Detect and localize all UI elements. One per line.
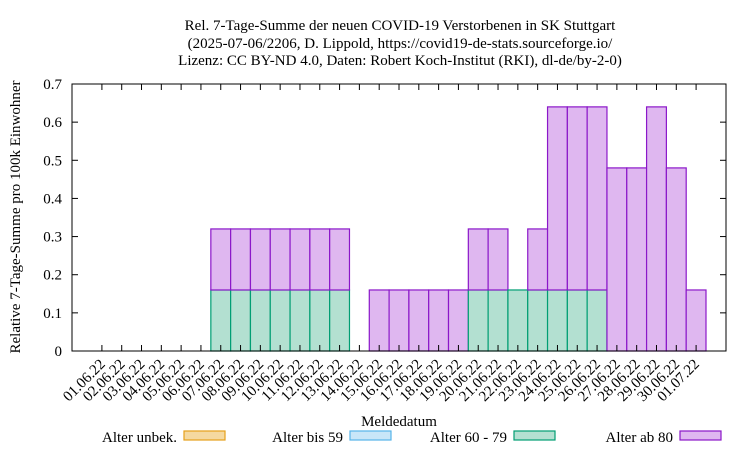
- bar-25.06.22-series-3: [566, 106, 588, 291]
- bar-11.06.22-series-3: [289, 228, 311, 291]
- y-tick-label: 0.6: [43, 115, 62, 131]
- bar-20.06.22-series-3: [467, 228, 489, 291]
- bar-21.06.22-series-2: [487, 289, 509, 352]
- legend-swatch: [349, 430, 392, 441]
- y-tick-label: 0.4: [43, 191, 62, 207]
- bar-26.06.22-series-3: [586, 106, 608, 291]
- bar-27.06.22-series-3: [606, 167, 628, 352]
- bar-07.06.22-series-3: [210, 228, 232, 291]
- bar-23.06.22-series-3: [527, 228, 549, 291]
- y-tick-label: 0.5: [43, 153, 62, 169]
- y-tick-label: 0.2: [43, 268, 62, 284]
- bar-10.06.22-series-3: [269, 228, 291, 291]
- title-line-2: (2025-07-06/2206, D. Lippold, https://co…: [188, 36, 613, 52]
- chart-title: Rel. 7-Tage-Summe der neuen COVID-19 Ver…: [178, 18, 622, 69]
- bar-08.06.22-series-2: [230, 289, 252, 352]
- legend-label: Alter 60 - 79: [430, 430, 507, 446]
- legend-swatch: [183, 430, 226, 441]
- title-line-1: Rel. 7-Tage-Summe der neuen COVID-19 Ver…: [185, 18, 617, 34]
- bar-20.06.22-series-2: [467, 289, 489, 352]
- legend-label: Alter unbek.: [102, 430, 177, 446]
- bar-13.06.22-series-2: [329, 289, 351, 352]
- bar-26.06.22-series-2: [586, 289, 608, 352]
- y-axis-label: Relative 7-Tage-Summe pro 100k Einwohner: [8, 80, 24, 353]
- bar-13.06.22-series-3: [329, 228, 351, 291]
- title-line-3: Lizenz: CC BY-ND 4.0, Daten: Robert Koch…: [178, 53, 622, 69]
- bar-23.06.22-series-2: [527, 289, 549, 352]
- bar-30.06.22-series-3: [665, 167, 687, 352]
- legend-swatch: [513, 430, 556, 441]
- bar-19.06.22-series-3: [447, 289, 469, 352]
- y-tick-label: 0: [55, 344, 63, 360]
- bar-12.06.22-series-3: [309, 228, 331, 291]
- bar-22.06.22-series-2: [507, 289, 529, 352]
- y-tick-label: 0.1: [43, 306, 62, 322]
- bar-16.06.22-series-3: [388, 289, 410, 352]
- plot-frame: [71, 83, 727, 352]
- x-axis-label: Meldedatum: [361, 414, 437, 430]
- bar-21.06.22-series-3: [487, 228, 509, 291]
- bar-18.06.22-series-3: [428, 289, 450, 352]
- bar-15.06.22-series-3: [368, 289, 390, 352]
- bar-08.06.22-series-3: [230, 228, 252, 291]
- y-tick-label: 0.7: [43, 77, 62, 93]
- y-tick-label: 0.3: [43, 230, 62, 246]
- bar-17.06.22-series-3: [408, 289, 430, 352]
- y-axis-ticks: 0 0.1 0.2 0.3 0.4 0.5 0.6 0.7: [43, 77, 726, 360]
- bar-24.06.22-series-3: [546, 106, 568, 291]
- bar-09.06.22-series-3: [249, 228, 271, 291]
- legend-label: Alter ab 80: [606, 430, 673, 446]
- legend-swatch: [679, 430, 722, 441]
- bar-07.06.22-series-2: [210, 289, 232, 352]
- bar-29.06.22-series-3: [645, 106, 667, 352]
- legend-label: Alter bis 59: [272, 430, 343, 446]
- bars-layer: [210, 106, 707, 352]
- bar-28.06.22-series-3: [626, 167, 648, 352]
- legend: Alter unbek. Alter bis 59 Alter 60 - 79 Alt…: [102, 430, 722, 446]
- bar-24.06.22-series-2: [546, 289, 568, 352]
- bar-12.06.22-series-2: [309, 289, 331, 352]
- bar-10.06.22-series-2: [269, 289, 291, 352]
- bar-09.06.22-series-2: [249, 289, 271, 352]
- bar-25.06.22-series-2: [566, 289, 588, 352]
- bar-01.07.22-series-3: [685, 289, 707, 352]
- bar-11.06.22-series-2: [289, 289, 311, 352]
